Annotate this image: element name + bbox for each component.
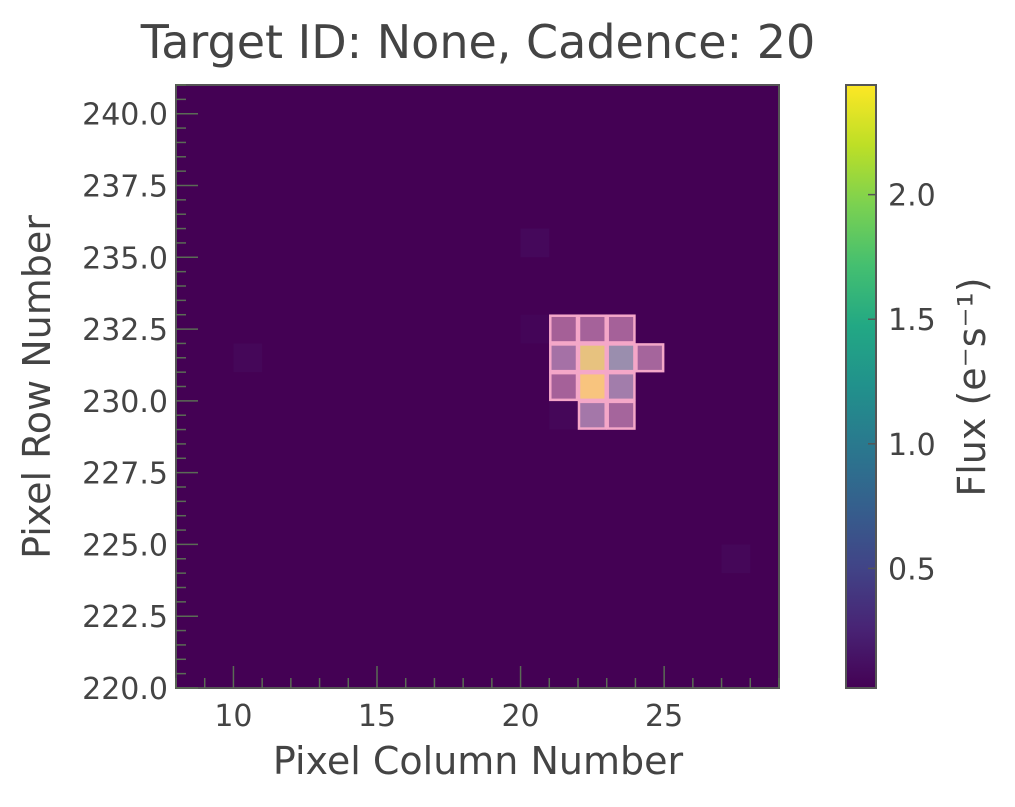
aperture-pixel bbox=[606, 343, 636, 373]
aperture-pixel bbox=[577, 343, 607, 373]
y-tick-label: 227.5 bbox=[82, 457, 168, 492]
x-tick-label: 15 bbox=[358, 699, 396, 734]
y-tick-label: 232.5 bbox=[82, 313, 168, 348]
colorbar bbox=[845, 84, 877, 689]
y-tick-label: 230.0 bbox=[82, 385, 168, 420]
flux-pixel bbox=[549, 400, 578, 430]
aperture-pixel bbox=[606, 371, 636, 402]
colorbar-tick-label: 0.5 bbox=[888, 552, 936, 587]
aperture-pixel bbox=[549, 314, 579, 344]
colorbar-label: Flux (e⁻s⁻¹) bbox=[950, 277, 994, 496]
colorbar-tick-label: 1.0 bbox=[888, 428, 936, 463]
flux-pixel bbox=[520, 314, 550, 344]
plot-background bbox=[176, 85, 779, 688]
y-tick-label: 225.0 bbox=[82, 528, 168, 563]
aperture-pixel bbox=[577, 314, 607, 344]
aperture-pixel bbox=[549, 343, 579, 373]
colorbar-tick-label: 1.5 bbox=[888, 303, 936, 338]
x-axis-ticks: 10 15 20 25 bbox=[175, 666, 780, 734]
aperture-pixel bbox=[606, 314, 636, 344]
aperture-pixel bbox=[577, 400, 607, 430]
x-tick-label: 10 bbox=[214, 699, 252, 734]
y-axis-label: Pixel Row Number bbox=[15, 215, 59, 559]
aperture-pixel bbox=[635, 343, 665, 373]
x-axis-label: Pixel Column Number bbox=[273, 739, 684, 783]
aperture-pixel bbox=[577, 371, 607, 402]
colorbar-tick-label: 2.0 bbox=[888, 179, 936, 214]
flux-pixel bbox=[520, 228, 550, 258]
flux-pixel bbox=[233, 343, 263, 373]
y-tick-label: 235.0 bbox=[82, 241, 168, 276]
chart-title: Target ID: None, Cadence: 20 bbox=[140, 15, 816, 69]
y-tick-label: 240.0 bbox=[82, 98, 168, 133]
aperture-pixel bbox=[606, 400, 636, 430]
y-tick-label: 222.5 bbox=[82, 600, 168, 635]
y-tick-label: 220.0 bbox=[82, 672, 168, 707]
aperture-mask-layer bbox=[549, 314, 665, 430]
colorbar-ticks: 0.5 1.0 1.5 2.0 bbox=[868, 179, 936, 587]
x-tick-label: 20 bbox=[501, 699, 539, 734]
x-tick-label: 25 bbox=[645, 699, 683, 734]
aperture-pixel bbox=[549, 371, 579, 402]
flux-pixel bbox=[721, 544, 751, 574]
y-tick-label: 237.5 bbox=[82, 170, 168, 205]
y-axis-ticks: 220.0 222.5 225.0 227.5 230.0 232.5 235.0 237.5… bbox=[82, 84, 198, 707]
